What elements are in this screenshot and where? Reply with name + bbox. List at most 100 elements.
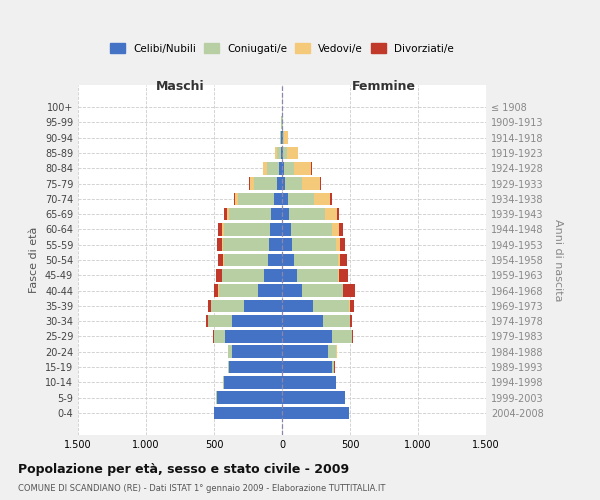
Bar [258,284,282,297]
Bar [339,223,343,235]
Bar [291,223,332,235]
Bar [294,254,338,266]
Bar [281,147,282,160]
Text: COMUNE DI SCANDIANO (RE) - Dati ISTAT 1° gennaio 2009 - Elaborazione TUTTITALIA.: COMUNE DI SCANDIANO (RE) - Dati ISTAT 1°… [18,484,385,493]
Bar [340,254,347,266]
Bar [284,162,293,174]
Bar [224,254,268,266]
Bar [330,192,332,205]
Bar [227,208,229,220]
Legend: Celibi/Nubili, Coniugati/e, Vedovi/e, Divorziati/e: Celibi/Nubili, Coniugati/e, Vedovi/e, Di… [108,41,456,56]
Bar [222,223,224,235]
Bar [218,254,223,266]
Bar [337,208,339,220]
Text: Maschi: Maschi [155,80,205,94]
Bar [286,178,302,190]
Bar [223,254,224,266]
Bar [292,238,336,251]
Bar [282,132,283,144]
Bar [229,360,282,373]
Bar [282,147,283,160]
Bar [218,223,222,235]
Bar [224,208,227,220]
Bar [275,147,277,160]
Bar [208,315,232,328]
Bar [234,192,235,205]
Bar [282,315,323,328]
Bar [277,147,281,160]
Bar [302,284,343,297]
Bar [323,315,350,328]
Bar [288,192,314,205]
Bar [328,346,337,358]
Bar [265,269,282,281]
Bar [206,315,208,328]
Bar [225,330,282,342]
Text: Popolazione per età, sesso e stato civile - 2009: Popolazione per età, sesso e stato civil… [18,462,349,475]
Bar [283,147,287,160]
Bar [214,406,282,419]
Bar [217,392,282,404]
Bar [271,208,282,220]
Bar [244,300,282,312]
Bar [282,346,328,358]
Bar [279,162,282,174]
Bar [282,208,289,220]
Bar [222,269,265,281]
Bar [282,162,284,174]
Bar [232,346,282,358]
Bar [332,360,334,373]
Bar [280,132,281,144]
Bar [281,132,282,144]
Bar [282,238,292,251]
Bar [283,132,284,144]
Bar [282,284,302,297]
Text: Femmine: Femmine [352,80,416,94]
Bar [311,162,312,174]
Bar [336,238,340,251]
Bar [224,376,282,388]
Bar [284,132,288,144]
Bar [274,192,282,205]
Bar [350,315,352,328]
Bar [268,254,282,266]
Bar [211,300,244,312]
Bar [340,238,345,251]
Bar [217,238,222,251]
Bar [282,269,297,281]
Bar [254,178,277,190]
Bar [287,147,298,160]
Bar [270,223,282,235]
Bar [332,223,339,235]
Bar [232,315,282,328]
Bar [338,269,339,281]
Bar [343,284,355,297]
Bar [325,208,337,220]
Bar [228,360,229,373]
Bar [302,178,320,190]
Bar [267,162,279,174]
Y-axis label: Anni di nascita: Anni di nascita [553,219,563,301]
Bar [214,330,225,342]
Bar [339,269,348,281]
Bar [214,284,218,297]
Bar [213,330,214,342]
Bar [222,238,223,251]
Bar [215,269,222,281]
Bar [350,300,354,312]
Bar [320,178,321,190]
Bar [282,223,291,235]
Bar [282,178,286,190]
Bar [293,162,311,174]
Bar [263,162,267,174]
Bar [282,254,294,266]
Bar [250,178,254,190]
Bar [269,238,282,251]
Bar [228,346,232,358]
Bar [238,192,274,205]
Bar [208,300,211,312]
Bar [314,192,330,205]
Bar [235,192,238,205]
Bar [224,223,270,235]
Bar [219,284,258,297]
